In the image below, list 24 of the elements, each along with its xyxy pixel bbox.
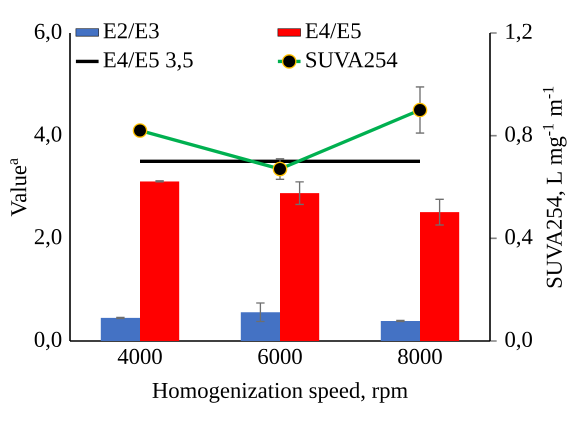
bar [100,318,140,341]
bar [280,193,320,341]
y-tick-label: 4,0 [34,126,62,145]
legend-label: E4/E5 [306,23,361,38]
x-tick-label: 8000 [398,348,442,364]
y-tick-label: 2,0 [34,229,62,248]
y-axis-title: Value$^{a}$ [10,158,26,216]
y2-tick-label: 0,0 [505,332,532,350]
y2-tick-label: 0,4 [505,229,532,248]
y2-tick-label: 1,2 [506,24,532,42]
legend-label: E2/E3 [104,23,159,38]
legend-label: SUVA254 [306,52,398,68]
x-axis-title: Homogenization speed, rpm [152,382,408,403]
bar [380,320,420,341]
x-tick-label: 4000 [118,348,162,364]
y2-tick-label: 0,8 [505,126,532,145]
bar [420,212,460,341]
bar [240,312,280,341]
y2-axis-title: SUVA254, L mg$^{-1}$ m$^{-1}$ [542,86,567,288]
y-tick-label: 0,0 [34,332,62,350]
y-tick-label: 6,0 [34,24,62,42]
legend-label: E4/E5 3,5 [104,52,193,71]
bar [140,181,180,341]
x-tick-label: 6000 [258,348,302,364]
